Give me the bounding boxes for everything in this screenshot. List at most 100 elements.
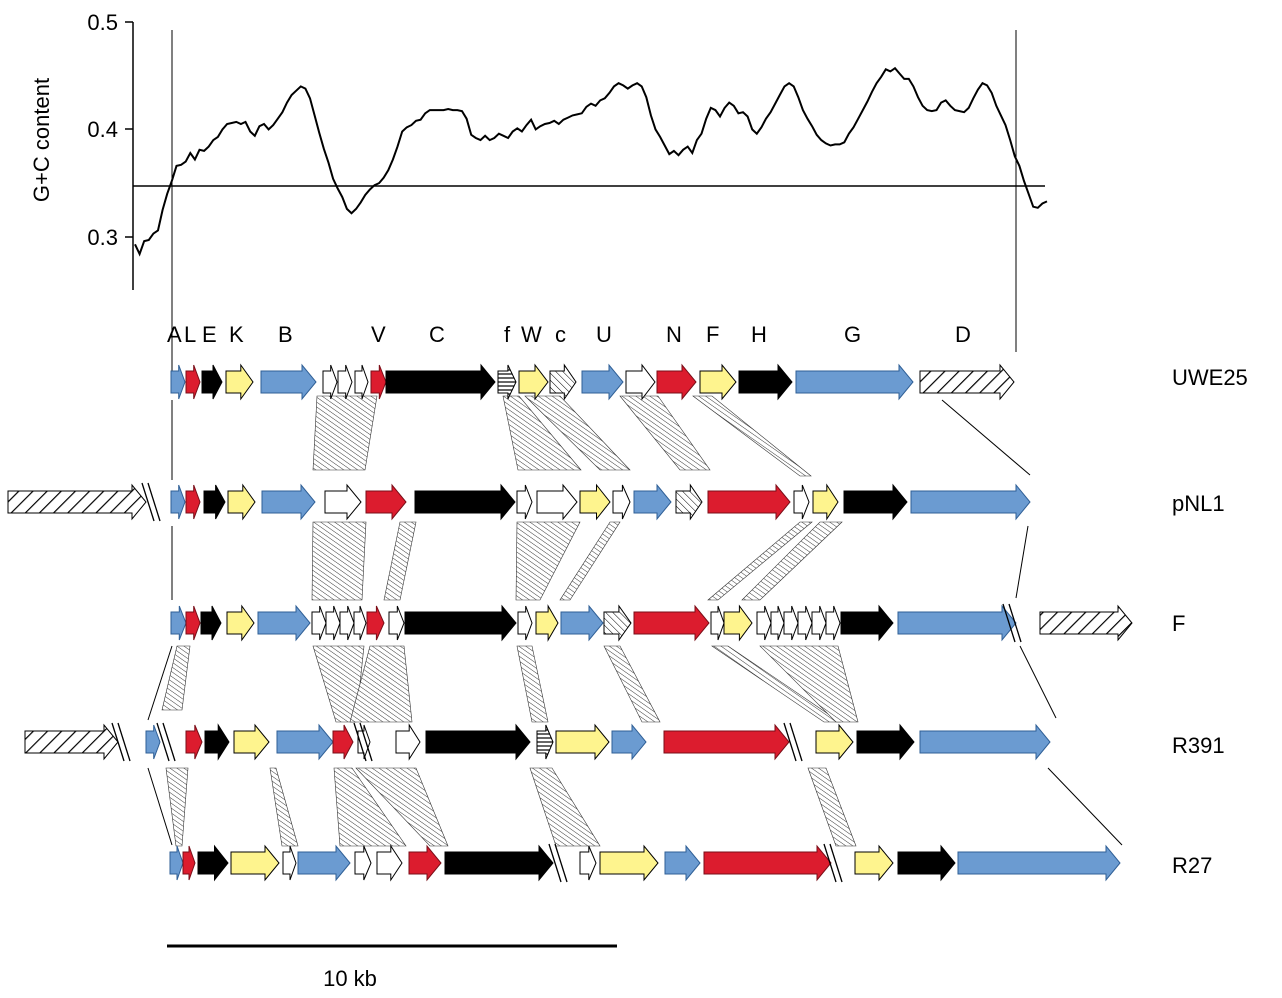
gene-arrow-black-f-11 (404, 604, 517, 642)
gene-arrow-white-f-19 (756, 605, 772, 641)
homology-band (692, 395, 812, 477)
sequence-break-slash (554, 843, 568, 883)
gene-arrow-red-uwe25-1 (185, 364, 201, 400)
gene-arrow-blue-f-14 (560, 604, 604, 642)
row-label-uwe25: UWE25 (1172, 365, 1248, 390)
gene-arrow-white-pnl1-12 (612, 484, 631, 520)
gene-arrow-black-pnl1-18 (843, 483, 908, 521)
gene-arrow-white-r27-10 (579, 845, 597, 881)
gene-arrow-hatched-r391-0 (24, 723, 119, 761)
gene-arrow-yellow-r391-4 (233, 723, 270, 761)
homology-band (707, 521, 813, 601)
gene-arrow-white-r27-4 (282, 845, 297, 881)
gene-arrow-blue-uwe25-18 (795, 363, 914, 401)
gene-arrow-white-r27-7 (376, 844, 403, 882)
gene-letter-n: N (666, 322, 682, 347)
homology-line (1015, 525, 1029, 599)
homology-band (349, 645, 413, 723)
gene-letter-w: W (521, 322, 542, 347)
gene-arrow-white-f-24 (825, 605, 841, 641)
gene-arrow-yellow-f-18 (723, 604, 753, 642)
gene-arrow-hatched-f-27 (1039, 604, 1133, 642)
gene-arrow-white-r27-6 (354, 845, 372, 881)
gene-arrow-blue-r27-12 (664, 844, 701, 882)
homology-band (524, 395, 631, 471)
gene-arrow-black-pnl1-3 (203, 484, 226, 520)
homology-band (165, 767, 189, 847)
gene-arrow-white-pnl1-6 (324, 483, 362, 521)
gene-letter-f-small: f (504, 322, 511, 347)
row-label-f: F (1172, 611, 1185, 636)
gene-arrow-blue-r391-16 (919, 723, 1051, 761)
gene-arrow-blue-r27-0 (169, 845, 184, 881)
gene-arrow-white-r391-7 (357, 724, 371, 760)
homology-band (161, 645, 191, 711)
gene-arrow-yellow-r27-3 (230, 844, 280, 882)
gene-arrow-white-f-17 (710, 605, 725, 641)
homology-band (312, 395, 378, 471)
gene-letter-c-small: c (555, 322, 566, 347)
gene-arrow-blue-pnl1-5 (261, 483, 316, 521)
gc-content-curve (134, 66, 1048, 257)
sequence-break-slash (156, 722, 170, 762)
gene-arrow-red-f-1 (185, 605, 201, 641)
homology-line (1047, 767, 1123, 846)
gene-arrow-blue-r27-5 (297, 844, 351, 882)
y-axis-title: G+C content (29, 78, 54, 202)
gene-arrow-blue-pnl1-19 (910, 483, 1031, 521)
homology-line (147, 767, 173, 846)
gene-tracks (7, 363, 1133, 883)
sequence-break-slash (789, 722, 803, 762)
sequence-break-slash (548, 843, 562, 883)
gene-arrow-white-f-22 (797, 605, 813, 641)
gene-arrow-blue-r391-5 (276, 723, 334, 761)
gene-arrow-white-f-5 (311, 605, 327, 641)
homology-connections (147, 395, 1123, 847)
gene-arrow-white-pnl1-10 (536, 483, 578, 521)
gene-arrow-red-r391-6 (332, 724, 354, 760)
gene-arrow-blue-r391-12 (611, 723, 647, 761)
gene-arrow-black-r27-9 (444, 844, 554, 882)
gene-letter-f: F (706, 322, 719, 347)
sequence-break-slash (1002, 603, 1016, 643)
homology-band (529, 767, 601, 847)
gene-letter-a: A (167, 322, 182, 347)
gene-arrow-yellow-f-13 (535, 604, 559, 642)
gene-arrow-striped-uwe25-10 (497, 364, 517, 400)
gene-letter-d: D (955, 322, 971, 347)
sequence-break-slash (141, 482, 155, 522)
homology-band (311, 521, 367, 601)
homology-band (559, 521, 621, 601)
sequence-break-slash (111, 722, 125, 762)
gene-arrow-white-uwe25-7 (354, 364, 369, 400)
gene-arrow-hatched-pnl1-14 (675, 483, 703, 521)
sequence-break-slash (359, 722, 373, 762)
gene-arrow-black-f-25 (840, 604, 894, 642)
homology-band (741, 521, 843, 601)
gene-arrow-hatched-pnl1-0 (7, 483, 147, 521)
row-labels: UWE25 pNL1 F R391 R27 (1172, 365, 1248, 878)
gene-arrow-white-f-12 (517, 605, 533, 641)
gene-arrow-yellow-r391-11 (555, 723, 610, 761)
gene-arrow-white-uwe25-6 (337, 364, 353, 400)
row-label-pnl1: pNL1 (1172, 491, 1225, 516)
gene-arrow-red-f-16 (633, 604, 710, 642)
gene-arrow-blue-uwe25-0 (170, 364, 186, 400)
gene-arrow-yellow-r27-11 (599, 844, 659, 882)
sequence-break-slash (117, 722, 131, 762)
gene-arrow-red-uwe25-15 (656, 363, 697, 401)
sequence-break-slash (823, 843, 837, 883)
gene-arrow-black-r27-15 (897, 844, 956, 882)
row-label-r391: R391 (1172, 733, 1225, 758)
scale-bar-label: 10 kb (323, 966, 377, 991)
gene-arrow-yellow-r27-14 (854, 844, 894, 882)
homology-band (759, 645, 859, 723)
homology-band (383, 521, 417, 601)
gene-arrow-hatched-f-15 (603, 604, 632, 642)
sequence-break-slash (353, 722, 367, 762)
y-tick-label: 0.3 (87, 225, 118, 250)
homology-line (1019, 645, 1057, 719)
gene-arrow-black-f-2 (200, 605, 222, 641)
gene-arrow-black-r391-15 (856, 723, 915, 761)
homology-line (147, 645, 173, 721)
